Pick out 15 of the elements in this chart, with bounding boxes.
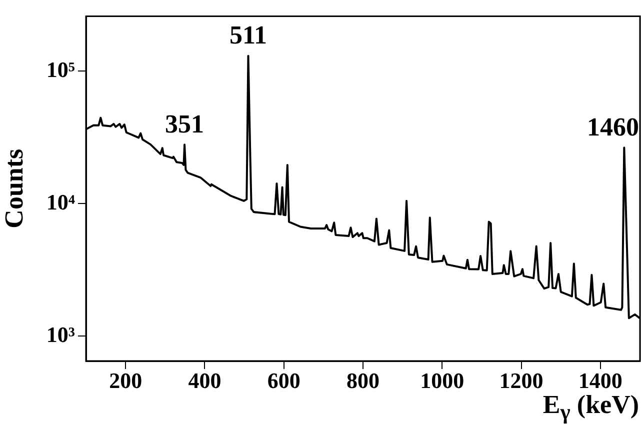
annotation: 1460 xyxy=(587,112,639,142)
y-tick-label: 10⁵ xyxy=(46,56,76,82)
y-axis-title: Counts xyxy=(0,148,28,228)
x-tick-label: 1200 xyxy=(499,368,544,393)
y-tick-label: 10⁴ xyxy=(46,189,76,214)
x-tick-label: 600 xyxy=(267,368,300,393)
x-tick-label: 200 xyxy=(109,368,142,393)
annotation: 351 xyxy=(165,109,204,138)
x-tick-label: 400 xyxy=(188,368,222,393)
y-tick-label: 10³ xyxy=(46,322,76,347)
x-tick-label: 800 xyxy=(346,368,380,393)
x-axis-title: E$_{γ}$ (keV) xyxy=(542,390,639,426)
x-tick-label: 1000 xyxy=(420,368,464,393)
annotation: 511 xyxy=(229,20,268,50)
x-tick-label: 1400 xyxy=(578,368,622,393)
